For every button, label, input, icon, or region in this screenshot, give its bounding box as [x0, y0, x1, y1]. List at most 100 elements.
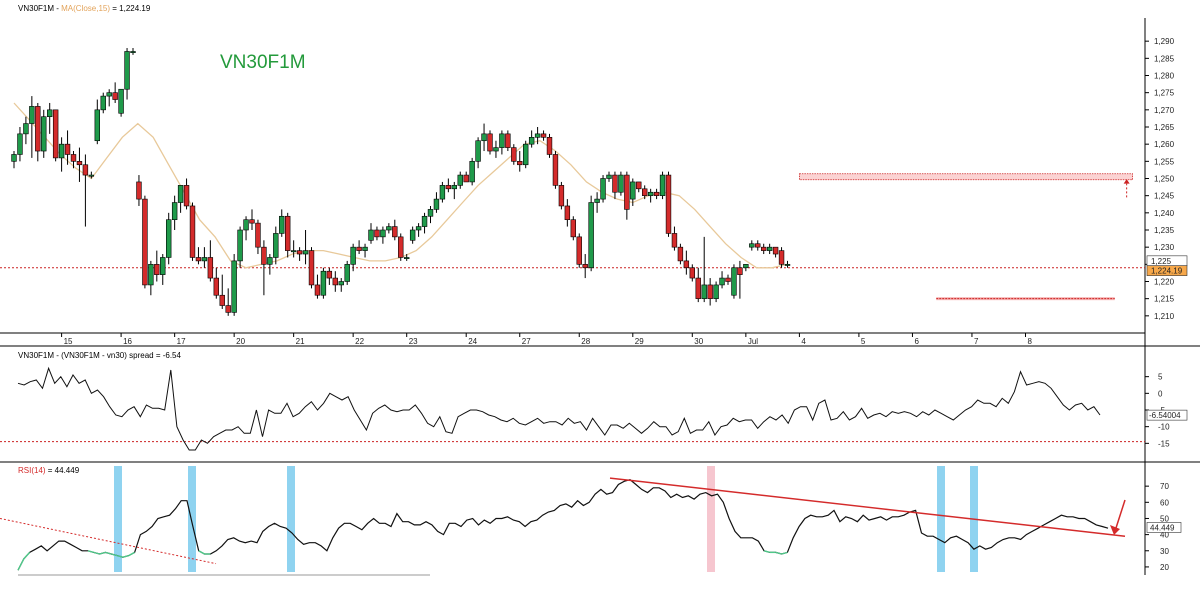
candle-body: [487, 133, 493, 152]
candle-body: [427, 209, 434, 217]
candle-body: [737, 267, 743, 275]
candle-body: [653, 191, 660, 196]
candle-body: [689, 267, 696, 279]
date-tick-label: 20: [236, 337, 245, 346]
candle-body: [64, 143, 71, 155]
main-header-value: = 1,224.19: [110, 4, 151, 13]
date-tick-label: 22: [355, 337, 364, 346]
date-tick-label: 21: [296, 337, 305, 346]
rsi-y-axis: 70 60 50 40 30 20: [18, 482, 1169, 576]
candle-body: [296, 250, 303, 255]
spread-tag: -6.54004: [1146, 409, 1188, 421]
candle-body: [469, 161, 475, 183]
candle-body: [594, 198, 600, 203]
rsi-tick-label: 50: [1160, 514, 1169, 523]
candle-body: [421, 215, 428, 227]
price-tag-label: 1,224.19: [1151, 267, 1183, 276]
candle-body: [463, 174, 469, 183]
candle-body: [784, 264, 791, 266]
candle-body: [582, 264, 588, 269]
candle-body: [612, 174, 618, 193]
candle-body: [23, 123, 29, 135]
candle-body: [219, 294, 225, 306]
candle-body: [719, 277, 725, 286]
candle-body: [314, 284, 321, 296]
spread-line-path: [17, 366, 1101, 451]
candle-body: [749, 243, 755, 248]
candle-body: [320, 270, 327, 296]
candle-body: [100, 95, 106, 111]
candle-body: [380, 229, 386, 238]
candle-body: [58, 143, 65, 159]
candle-body: [279, 215, 285, 234]
candle-body: [112, 92, 118, 100]
candle-body: [118, 88, 124, 114]
price-y-axis: 1,210 1,215 1,220 1,225 1,230 1,235 1,240 1,245…: [1145, 37, 1175, 321]
rsi-oversold-segment: [111, 553, 118, 557]
candle-body: [677, 246, 684, 262]
rsi-highlight-band: [707, 466, 715, 572]
candle-body: [665, 174, 672, 234]
main-header: VN30F1M - MA(Close,15) = 1,224.19: [18, 4, 151, 13]
candle-body: [433, 198, 440, 210]
rsi-trendlines: [0, 477, 1126, 565]
candle-body: [403, 257, 410, 259]
price-tick-label: 1,215: [1154, 295, 1175, 304]
candle-body: [570, 219, 577, 238]
candle-body: [154, 264, 160, 275]
candle-body: [522, 143, 529, 166]
main-header-sep: -: [54, 4, 61, 13]
candle-body: [11, 154, 17, 162]
candle-body: [743, 264, 749, 269]
rsi-oversold-segment: [87, 550, 94, 554]
rsi-oversold-segment: [198, 550, 205, 555]
date-tick-label: 23: [409, 337, 418, 346]
rsi-line: [17, 479, 1109, 571]
candle-body: [671, 233, 678, 248]
date-tick-label: 24: [468, 337, 477, 346]
spread-tick-label: 0: [1158, 389, 1163, 398]
candle-body: [624, 174, 630, 210]
rsi-header-value: = 44.449: [46, 466, 80, 475]
price-tag-box: [1146, 265, 1188, 276]
rsi-oversold-segment: [781, 551, 788, 555]
rsi-oversold-segment: [763, 550, 771, 554]
price-tag-label: 1,225: [1151, 257, 1172, 266]
candle-body: [534, 133, 541, 138]
rsi-tick-label: 70: [1160, 482, 1169, 491]
candle-body: [171, 202, 178, 221]
candle-body: [195, 257, 202, 262]
candle-body: [600, 178, 606, 200]
spread-tag-label: -6.54004: [1149, 411, 1181, 420]
candle-body: [481, 133, 487, 142]
candle-body: [82, 164, 89, 176]
spread-header-symbol: VN30F1M: [18, 351, 54, 360]
candle-body: [701, 284, 707, 299]
rsi-tag-label: 44.449: [1150, 523, 1175, 532]
candle-body: [130, 51, 136, 53]
date-tick-label: Jul: [748, 337, 758, 346]
rsi-header: RSI(14) = 44.449: [18, 466, 80, 475]
candle-body: [124, 51, 130, 90]
candle-body: [362, 246, 368, 251]
rsi-tick-label: 30: [1160, 547, 1169, 556]
rsi-highlight-band: [287, 466, 295, 572]
candle-body: [409, 229, 416, 241]
support-band: [936, 297, 1115, 301]
spread-tag-box: [1146, 409, 1188, 421]
date-tick-label: 27: [522, 337, 531, 346]
date-x-axis: 15 16 17 20 21 22 23 24 27 28 29 30 Jul 4 5 6 7 8: [61, 333, 1033, 346]
date-tick-label: 28: [581, 337, 590, 346]
candle-body: [695, 277, 701, 299]
spread-line: [17, 366, 1101, 451]
price-tick-label: 1,245: [1154, 192, 1175, 201]
rsi-tag-box: [1146, 522, 1182, 533]
spread-tick-label: -10: [1158, 423, 1170, 432]
price-tick-label: 1,270: [1154, 106, 1175, 115]
candle-body: [284, 215, 291, 251]
candle-body: [356, 246, 362, 251]
candle-body: [17, 133, 23, 155]
main-header-ma-label: MA(Close,15): [61, 4, 110, 13]
date-tick-label: 5: [861, 337, 866, 346]
candle-body: [374, 229, 380, 238]
